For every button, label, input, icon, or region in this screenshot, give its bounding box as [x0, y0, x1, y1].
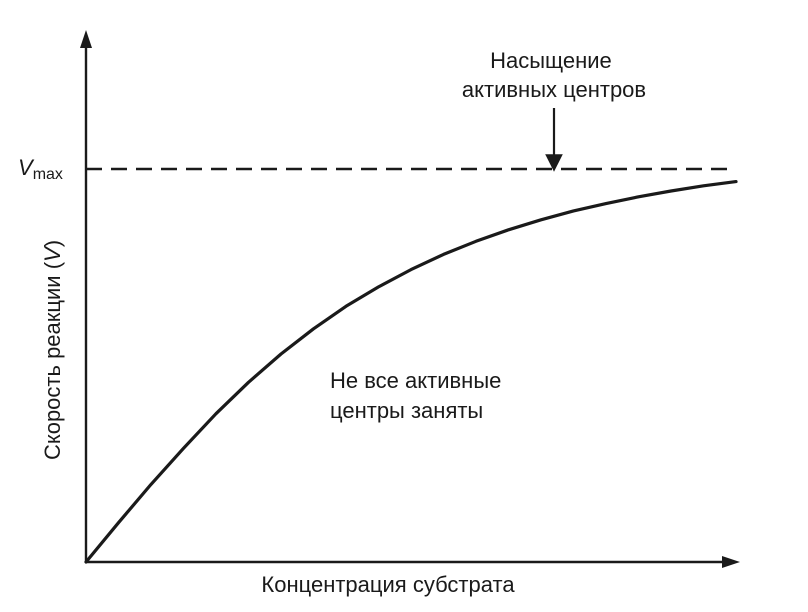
vmax-subscript: max — [33, 166, 63, 183]
series-line — [84, 180, 738, 564]
annotation-saturation-line-2: активных центров — [462, 77, 646, 102]
y-axis-label-prefix: Скорость реакции ( — [40, 261, 65, 460]
x-axis-arrow — [722, 556, 740, 568]
vmax-label: Vmax — [18, 155, 63, 183]
annotation-partial-line-1: Не все активные — [330, 368, 501, 393]
annotation-partial: Не все активные центры заняты — [330, 368, 508, 423]
annotation-partial-line-2: центры заняты — [330, 398, 483, 423]
y-axis-label-suffix: ) — [40, 240, 65, 247]
y-axis-label-variable: V — [40, 245, 65, 262]
annotation-saturation: Насыщение активных центров — [462, 48, 646, 102]
x-axis-label: Концентрация субстрата — [261, 572, 515, 597]
y-axis-label: Скорость реакции (V) — [40, 240, 65, 460]
y-axis-arrow — [80, 30, 92, 48]
annotation-saturation-line-1: Насыщение — [490, 48, 612, 73]
vmax-symbol: V — [18, 155, 35, 180]
